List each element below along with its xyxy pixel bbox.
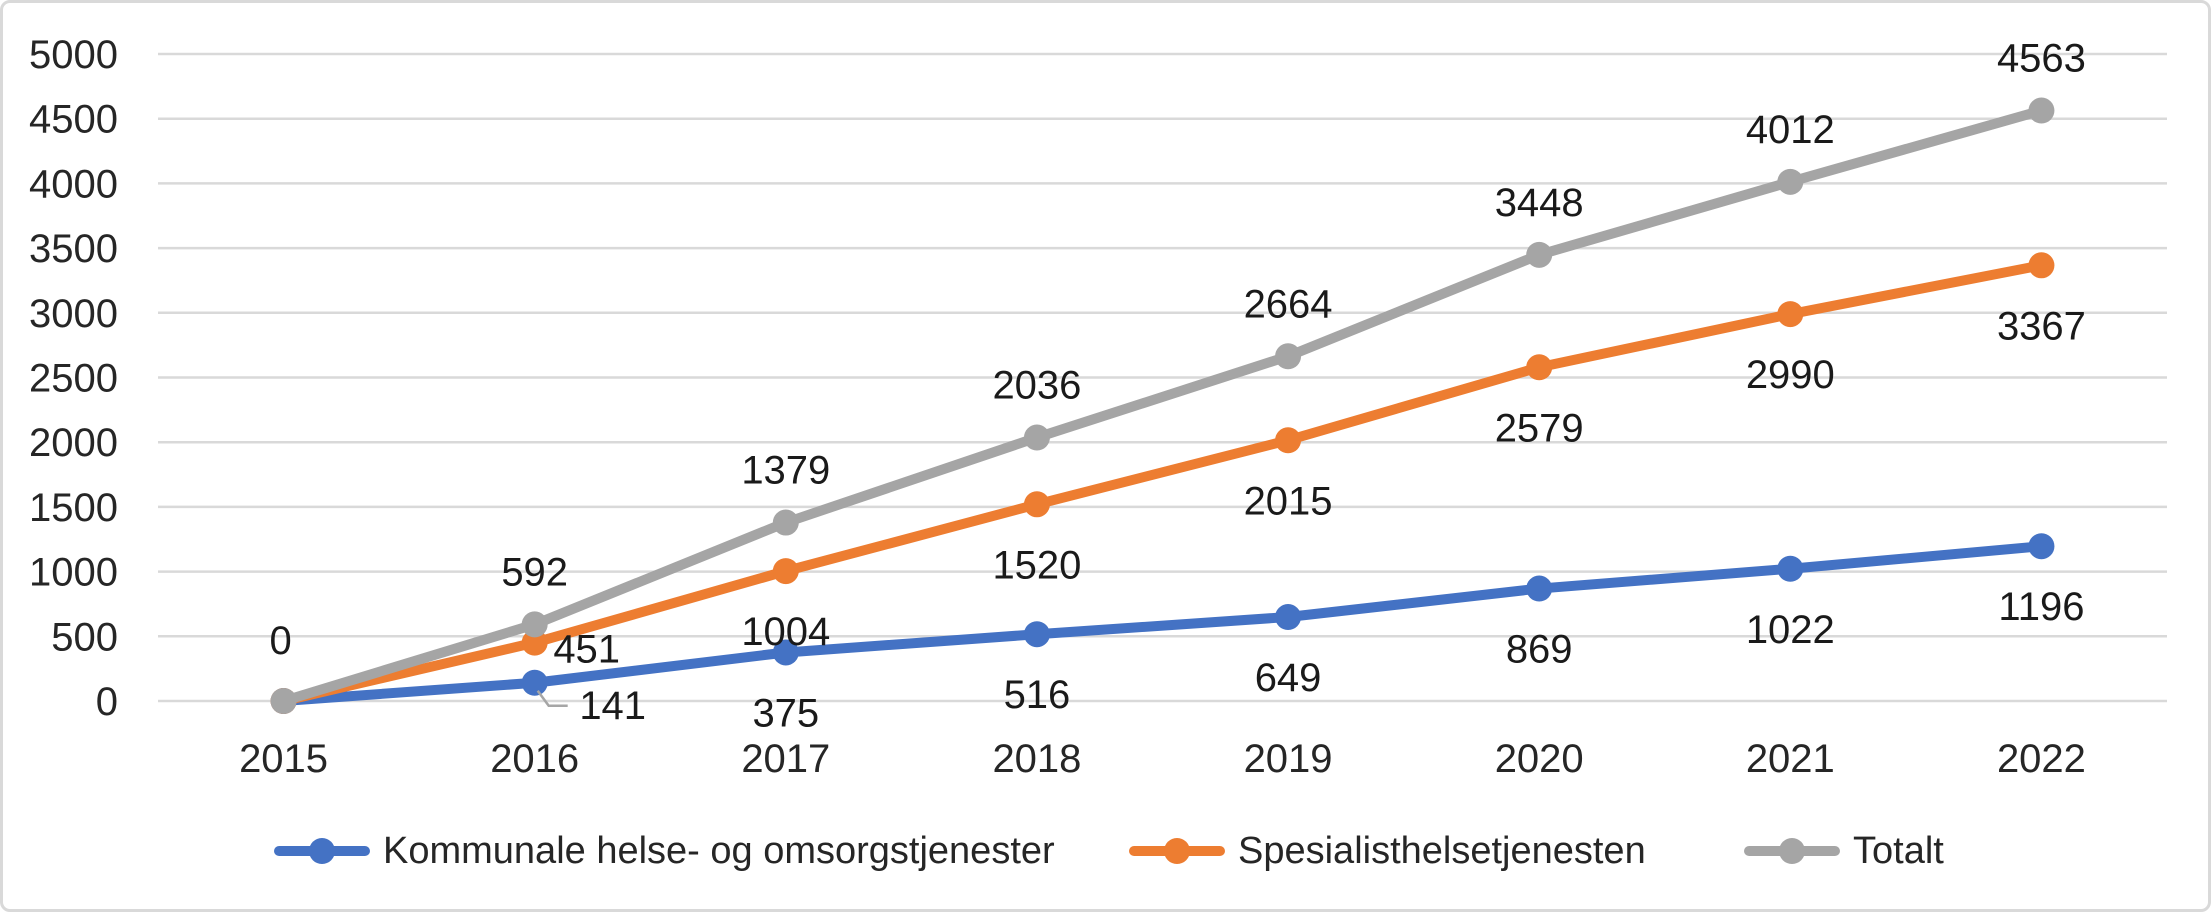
y-axis-tick-label: 0 xyxy=(96,680,118,724)
data-point-marker xyxy=(1275,343,1302,370)
legend-marker-kommunale-icon xyxy=(274,837,370,865)
data-point-marker xyxy=(1275,427,1302,454)
x-axis-tick-label: 2018 xyxy=(992,737,1081,781)
y-axis-tick-label: 2000 xyxy=(29,421,118,465)
y-axis-tick-label: 5000 xyxy=(29,33,118,77)
data-label: 2664 xyxy=(1244,282,1333,326)
legend-item-totalt: Totalt xyxy=(1744,827,1944,875)
legend-dot-gray xyxy=(1779,838,1805,864)
data-point-marker xyxy=(772,509,799,536)
y-axis-tick-label: 4000 xyxy=(29,162,118,206)
series-line xyxy=(278,541,2047,706)
data-label: 1196 xyxy=(1998,585,2084,629)
data-point-marker xyxy=(521,629,548,656)
data-label: 1004 xyxy=(741,610,830,654)
data-point-marker xyxy=(1023,424,1050,451)
legend-item-kommunale: Kommunale helse- og omsorgstjenester xyxy=(274,827,1055,875)
y-axis-tick-label: 2500 xyxy=(29,357,118,401)
legend-marker-totalt-icon xyxy=(1744,837,1840,865)
data-label: 1520 xyxy=(992,543,1081,587)
legend-label-totalt: Totalt xyxy=(1853,830,1944,872)
line-chart-svg: 0 500 1000 1500 2000 2500 3000 3500 4000 4500 5000… xyxy=(29,33,2167,781)
series-line xyxy=(278,105,2047,706)
leader-line xyxy=(536,690,568,708)
data-point-marker xyxy=(772,639,799,666)
data-label: 0 xyxy=(269,619,291,663)
data-label: 2036 xyxy=(992,364,1081,408)
data-label: 375 xyxy=(752,691,819,735)
legend-item-spesialist: Spesialisthelsetjenesten xyxy=(1129,827,1646,875)
x-axis-tick-label: 2017 xyxy=(741,737,830,781)
x-axis-tick-label: 2016 xyxy=(490,737,579,781)
data-label: 451 xyxy=(553,628,620,672)
chart-legend: Kommunale helse- og omsorgstjenester Spe… xyxy=(3,827,2208,875)
legend-dot-blue xyxy=(309,838,335,864)
data-label: 869 xyxy=(1506,628,1573,672)
data-label: 3448 xyxy=(1495,181,1584,225)
y-axis-tick-label: 4500 xyxy=(29,98,118,142)
data-label: 3367 xyxy=(1997,304,2086,348)
y-axis-tick-label: 1000 xyxy=(29,551,118,595)
legend-dot-orange xyxy=(1164,838,1190,864)
data-point-marker xyxy=(2028,97,2055,124)
data-label: 2990 xyxy=(1746,353,1835,397)
x-axis-tick-label: 2022 xyxy=(1997,737,2086,781)
data-label: 649 xyxy=(1255,656,1322,700)
data-label: 4563 xyxy=(1997,37,2086,81)
y-axis-tick-label: 1500 xyxy=(29,486,118,530)
data-point-marker xyxy=(521,669,548,696)
data-label: 141 xyxy=(579,684,646,728)
data-point-marker xyxy=(1275,604,1302,631)
data-label: 1022 xyxy=(1746,608,1835,652)
data-label: 2579 xyxy=(1495,406,1584,450)
y-axis-tick-label: 3500 xyxy=(29,227,118,271)
data-point-marker xyxy=(2028,252,2055,279)
data-point-marker xyxy=(1777,301,1804,328)
x-axis-tick-label: 2020 xyxy=(1495,737,1584,781)
y-axis-tick-label: 3000 xyxy=(29,292,118,336)
data-point-marker xyxy=(1526,575,1553,602)
data-point-marker xyxy=(1777,168,1804,195)
series-line xyxy=(278,260,2047,706)
data-point-marker xyxy=(2028,533,2055,560)
data-point-marker xyxy=(1526,354,1553,381)
data-label: 516 xyxy=(1004,673,1071,717)
legend-marker-spesialist-icon xyxy=(1129,837,1225,865)
data-point-marker xyxy=(270,688,297,714)
x-axis-tick-label: 2019 xyxy=(1244,737,1333,781)
data-point-marker xyxy=(1023,621,1050,648)
data-label: 592 xyxy=(501,550,568,594)
legend-label-kommunale: Kommunale helse- og omsorgstjenester xyxy=(383,830,1055,872)
data-label: 1379 xyxy=(741,449,830,493)
legend-label-spesialist: Spesialisthelsetjenesten xyxy=(1238,830,1646,872)
data-point-marker xyxy=(1777,555,1804,582)
data-point-marker xyxy=(772,558,799,585)
data-label: 4012 xyxy=(1746,108,1835,152)
x-axis-tick-label: 2021 xyxy=(1746,737,1835,781)
x-axis-tick-label: 2015 xyxy=(239,737,328,781)
data-point-marker xyxy=(1526,241,1553,268)
data-label: 2015 xyxy=(1244,479,1333,523)
data-point-marker xyxy=(1023,491,1050,518)
y-axis-tick-label: 500 xyxy=(51,615,118,659)
data-point-marker xyxy=(521,611,548,638)
